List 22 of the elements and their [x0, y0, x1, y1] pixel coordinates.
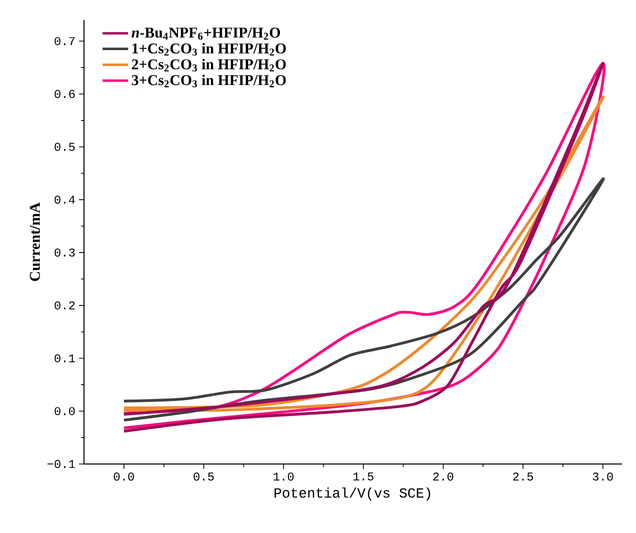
x-tick-label: 2.5: [513, 472, 534, 481]
legend-label: 2+Cs$_{2}$CO$_{3}$ in HFIP/H$_{2}$O: [132, 58, 286, 72]
x-tick-label: 0.0: [114, 472, 134, 481]
y-tick-label: 0.7: [54, 37, 75, 46]
x-tick-label: 3.0: [592, 472, 613, 481]
x-tick-label: 2.0: [433, 472, 454, 481]
legend-label: n-Bu$_{4}$NPF$_{6}$+HFIP/H$_{2}$O: [132, 28, 280, 40]
y-tick-label: 0.2: [54, 301, 75, 310]
y-axis-title: Current/mA: [30, 202, 40, 281]
y-tick-label: 0.4: [54, 196, 75, 204]
y-tick-label: 0.6: [54, 90, 75, 98]
x-tick-label: 0.5: [194, 472, 214, 481]
legend-label: 3+Cs$_{2}$CO$_{3}$ in HFIP/H$_{2}$O: [132, 74, 286, 88]
y-tick-label: 0.3: [54, 248, 75, 257]
y-tick-label: 0.1: [54, 354, 75, 362]
legend-label: 1+Cs$_{2}$CO$_{3}$ in HFIP/H$_{2}$O: [132, 42, 286, 56]
x-axis-title: Potential/V(vs SCE): [274, 487, 430, 500]
x-tick-label: 1.5: [353, 472, 374, 480]
x-tick-label: 1.0: [274, 472, 294, 481]
y-tick-label: 0.5: [54, 142, 75, 151]
y-tick-label: −0.1: [47, 460, 75, 468]
y-tick-label: 0.0: [54, 407, 75, 416]
